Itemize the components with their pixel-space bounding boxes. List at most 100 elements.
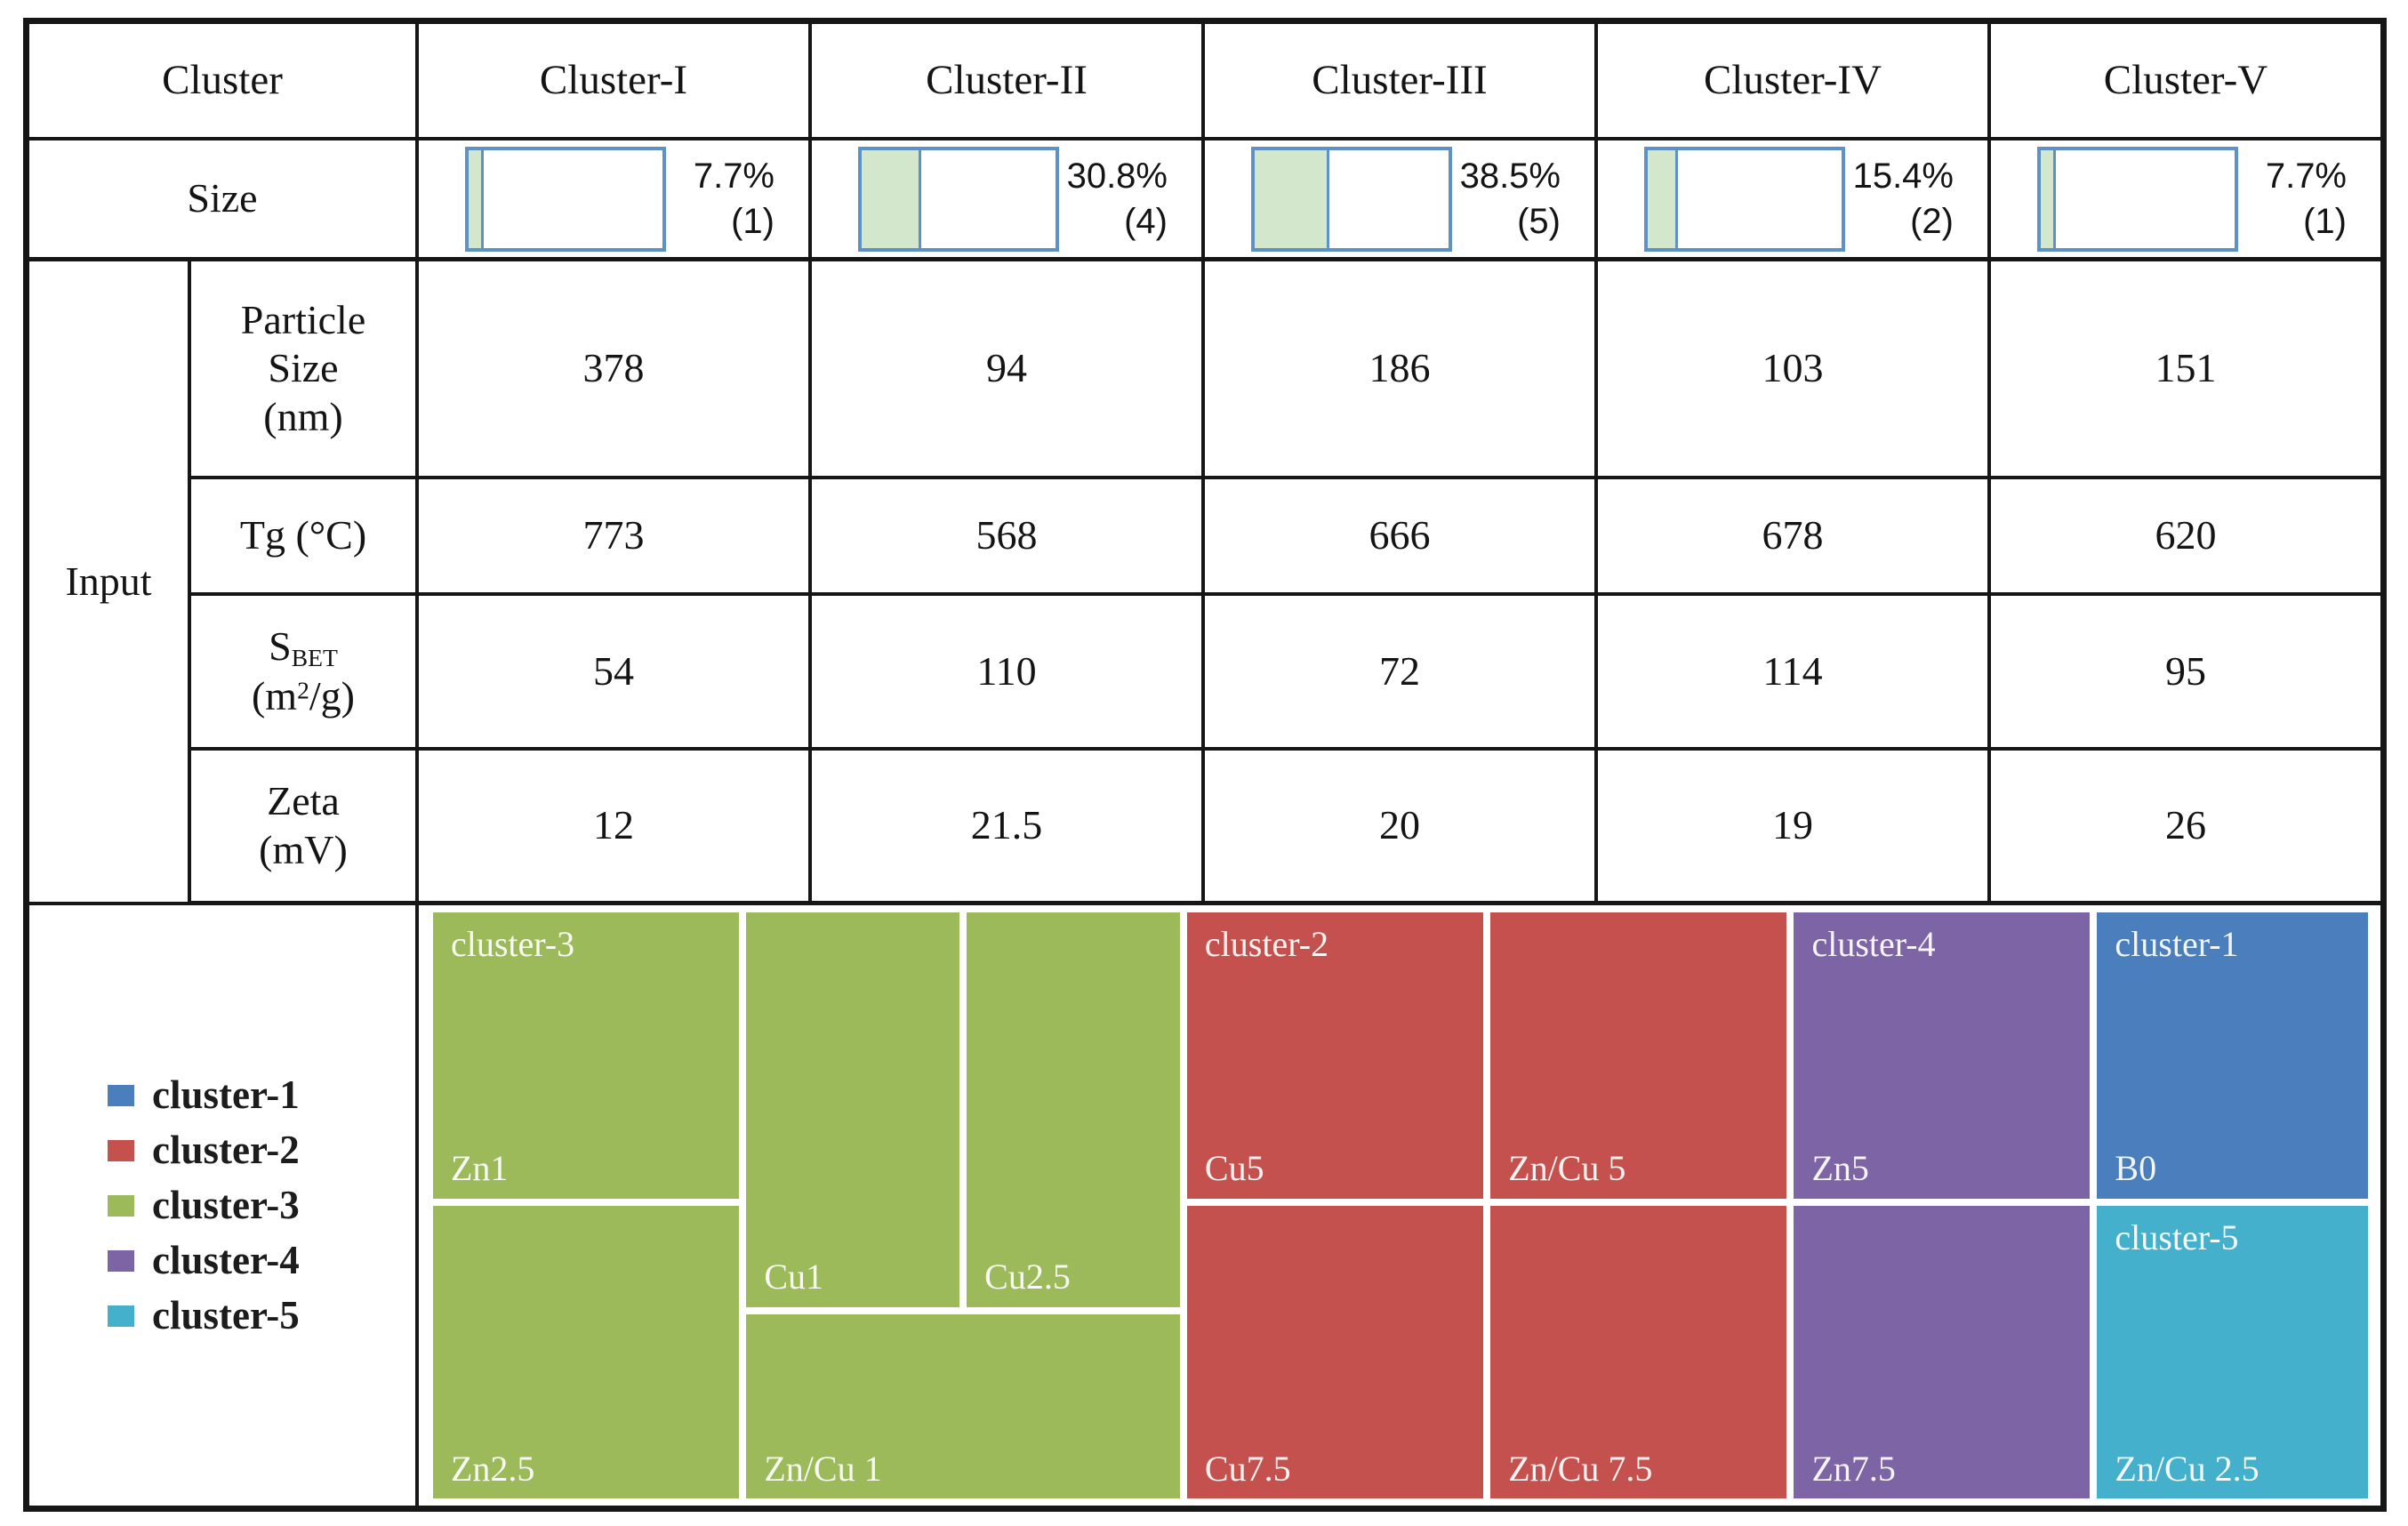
table-cell-particle-cluster-2: 94	[810, 260, 1203, 478]
size-bar-fill	[1255, 149, 1329, 248]
size-bar-value: 15.4% (2)	[1852, 156, 1954, 241]
column-header-cluster-3: Cluster-III	[1203, 22, 1596, 139]
table-cell-zeta-cluster-1: 12	[417, 749, 810, 904]
legend-swatch-cluster-2	[108, 1139, 134, 1161]
size-bar-cell-cluster-1: 7.7% (1)	[417, 139, 810, 260]
treemap-cell-zn5: cluster-4 Zn5	[1794, 912, 2091, 1199]
treemap-cell-zn7-5: Zn7.5	[1794, 1205, 2091, 1498]
treemap-cell-zncu7-5: Zn/Cu 7.5	[1490, 1205, 1787, 1498]
size-bar-value: 7.7% (1)	[2265, 156, 2347, 241]
treemap-cell-cu1: Cu1	[746, 912, 960, 1307]
table-cell-sbet-cluster-2: 110	[810, 594, 1203, 749]
treemap-item-label: Zn/Cu 2.5	[2115, 1448, 2260, 1489]
table-cell-sbet-cluster-3: 72	[1203, 594, 1596, 749]
treemap-item-label: Zn5	[1811, 1148, 1869, 1189]
treemap-subrow: Cu1 Cu2.5	[746, 912, 1180, 1307]
treemap-group-cluster-3: cluster-3 Zn1 Zn2.5 Cu1 Cu2.5	[433, 912, 1180, 1498]
table-cell-tg-cluster-1: 773	[417, 478, 810, 594]
legend-item-cluster-1: cluster-1	[108, 1075, 300, 1115]
legend-label: cluster-3	[152, 1183, 300, 1227]
legend-label: cluster-2	[152, 1128, 300, 1172]
size-bar-fill	[2041, 149, 2056, 248]
treemap-cell-zncu5: Zn/Cu 5	[1490, 912, 1787, 1199]
table-cell-zeta-cluster-2: 21.5	[810, 749, 1203, 904]
table-cell-zeta-cluster-5: 26	[1989, 749, 2382, 904]
row-group-header-input: Input	[28, 260, 189, 904]
treemap-group-cluster-4: cluster-4 Zn5 Zn7.5	[1794, 912, 2091, 1498]
treemap-cell-zn1: cluster-3 Zn1	[433, 912, 740, 1199]
treemap-cell-b0: cluster-1 B0	[2097, 912, 2368, 1199]
row-header-size: Size	[28, 139, 417, 260]
legend-label: cluster-4	[152, 1238, 300, 1282]
legend-swatch-cluster-4	[108, 1249, 134, 1272]
table-cell-particle-cluster-3: 186	[1203, 260, 1596, 478]
size-bar-cell-cluster-2: 30.8% (4)	[810, 139, 1203, 260]
legend-label: cluster-1	[152, 1072, 300, 1117]
size-bar-cell-cluster-4: 15.4% (2)	[1596, 139, 1989, 260]
row-header-zeta: Zeta (mV)	[189, 749, 417, 904]
column-header-cluster-2: Cluster-II	[810, 22, 1203, 139]
size-bar-value: 30.8% (4)	[1066, 156, 1168, 241]
size-bar-cell-cluster-3: 38.5% (5)	[1203, 139, 1596, 260]
treemap-container: cluster-3 Zn1 Zn2.5 Cu1 Cu2.5	[417, 904, 2382, 1507]
treemap-subcolumn: Cu1 Cu2.5 Zn/Cu 1	[746, 912, 1180, 1498]
corner-header-cluster: Cluster	[28, 22, 417, 139]
table-cell-tg-cluster-2: 568	[810, 478, 1203, 594]
size-bar	[1251, 146, 1452, 252]
column-header-cluster-1: Cluster-I	[417, 22, 810, 139]
legend-item-cluster-4: cluster-4	[108, 1241, 300, 1281]
column-header-cluster-5: Cluster-V	[1989, 22, 2382, 139]
cluster-treemap: cluster-3 Zn1 Zn2.5 Cu1 Cu2.5	[433, 912, 2368, 1498]
treemap-item-label: Zn/Cu 7.5	[1508, 1448, 1653, 1489]
treemap-cell-cu2-5: Cu2.5	[967, 912, 1180, 1307]
size-bar-cell-cluster-5: 7.7% (1)	[1989, 139, 2382, 260]
treemap-cell-cu7-5: Cu7.5	[1186, 1205, 1484, 1498]
treemap-group-label: cluster-3	[451, 924, 575, 964]
size-bar	[1644, 146, 1845, 252]
treemap-item-label: Zn2.5	[451, 1448, 535, 1489]
treemap-item-label: Zn/Cu 1	[764, 1448, 882, 1489]
treemap-item-label: Cu7.5	[1204, 1448, 1291, 1489]
table-cell-tg-cluster-3: 666	[1203, 478, 1596, 594]
size-bar-fill	[469, 149, 484, 248]
legend-label: cluster-5	[152, 1293, 300, 1337]
treemap-cell-cu5: cluster-2 Cu5	[1186, 912, 1484, 1199]
row-header-particle-size: Particle Size (nm)	[189, 260, 417, 478]
treemap-group-cluster-1-and-5: cluster-1 B0 cluster-5 Zn/Cu 2.5	[2097, 912, 2368, 1498]
treemap-subcolumn: cluster-3 Zn1 Zn2.5	[433, 912, 740, 1498]
legend-item-cluster-3: cluster-3	[108, 1185, 300, 1225]
treemap-group-cluster-2: cluster-2 Cu5 Zn/Cu 5 Cu7.5 Zn/Cu 7.5	[1186, 912, 1787, 1498]
table-cell-zeta-cluster-3: 20	[1203, 749, 1596, 904]
treemap-legend: cluster-1 cluster-2 cluster-3 cluster-4 …	[28, 904, 417, 1507]
treemap-item-label: Cu5	[1204, 1148, 1264, 1189]
table-cell-particle-cluster-1: 378	[417, 260, 810, 478]
cluster-table: Cluster Cluster-I Cluster-II Cluster-III…	[23, 18, 2387, 1512]
treemap-cell-zn2-5: Zn2.5	[433, 1205, 740, 1498]
treemap-item-label: Cu1	[764, 1257, 824, 1297]
treemap-item-label: B0	[2115, 1148, 2157, 1189]
table-cell-particle-cluster-4: 103	[1596, 260, 1989, 478]
size-bar-value: 38.5% (5)	[1459, 156, 1561, 241]
size-bar-value: 7.7% (1)	[693, 156, 775, 241]
treemap-item-label: Cu2.5	[984, 1257, 1071, 1297]
treemap-group-label: cluster-4	[1811, 924, 1936, 964]
size-bar	[2037, 146, 2238, 252]
treemap-cell-zncu1: Zn/Cu 1	[746, 1313, 1180, 1498]
treemap-group-label: cluster-1	[2115, 924, 2239, 964]
table-cell-tg-cluster-4: 678	[1596, 478, 1989, 594]
treemap-cell-zncu2-5: cluster-5 Zn/Cu 2.5	[2097, 1205, 2368, 1498]
legend-swatch-cluster-3	[108, 1194, 134, 1217]
treemap-group-label: cluster-2	[1204, 924, 1329, 964]
size-bar-fill	[1648, 149, 1678, 248]
treemap-item-label: Zn/Cu 5	[1508, 1148, 1626, 1189]
row-header-tg: Tg (°C)	[189, 478, 417, 594]
size-bar-fill	[862, 149, 922, 248]
table-cell-sbet-cluster-4: 114	[1596, 594, 1989, 749]
table-cell-zeta-cluster-4: 19	[1596, 749, 1989, 904]
table-cell-sbet-cluster-5: 95	[1989, 594, 2382, 749]
legend-item-cluster-2: cluster-2	[108, 1130, 300, 1170]
table-cell-particle-cluster-5: 151	[1989, 260, 2382, 478]
row-header-sbet: SBET (m2/g)	[189, 594, 417, 749]
size-bar	[858, 146, 1059, 252]
table-cell-sbet-cluster-1: 54	[417, 594, 810, 749]
